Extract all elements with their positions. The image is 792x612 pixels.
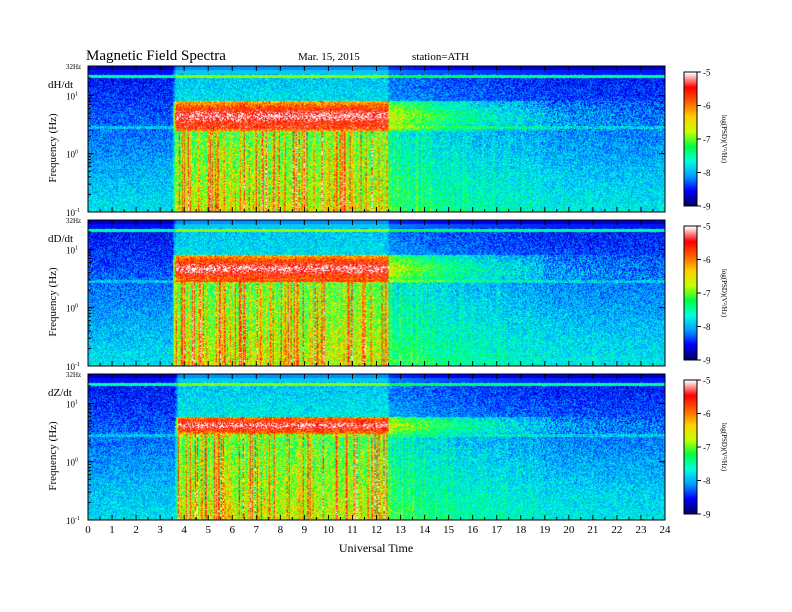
colorbar-gradient	[684, 226, 697, 360]
x-tick-label: 6	[230, 524, 236, 536]
colorbar-tick-label: -5	[703, 222, 711, 232]
x-tick-label: 14	[419, 524, 431, 536]
y-tick-label: 10-1	[66, 362, 80, 372]
x-tick-label: 4	[181, 524, 187, 536]
y-tick-label: 10-1	[66, 516, 80, 526]
y-axis-label: Frequency (Hz)	[47, 421, 59, 491]
y-tick-exponent: 1	[75, 399, 78, 405]
y-tick-exponent: 0	[75, 150, 78, 156]
x-tick-label: 5	[205, 524, 211, 536]
y-tick-label: 10-1	[66, 208, 80, 218]
component-label: dD/dt	[48, 233, 73, 245]
y-tick-exponent: 0	[75, 304, 78, 310]
colorbar-gradient	[684, 380, 697, 514]
spectrogram-image	[88, 66, 665, 212]
chart-title: Magnetic Field Spectra	[86, 48, 226, 64]
spectrogram-image	[88, 374, 665, 520]
colorbar-tick-label: -6	[703, 409, 711, 419]
colorbar-tick-label: -8	[703, 322, 711, 332]
colorbar-gradient	[684, 72, 697, 206]
y-tick-label: 100	[66, 304, 78, 314]
x-tick-label: 3	[157, 524, 163, 536]
x-tick-label: 9	[302, 524, 308, 536]
y-tick-exponent: -1	[75, 516, 80, 522]
x-tick-label: 8	[278, 524, 284, 536]
x-tick-label: 20	[563, 524, 575, 536]
y-axis-label: Frequency (Hz)	[47, 267, 59, 337]
x-tick-label: 23	[635, 524, 647, 536]
x-tick-label: 7	[254, 524, 260, 536]
colorbar-tick-label: -9	[703, 510, 711, 520]
y-tick-label: 101	[66, 399, 78, 409]
x-axis-label: Universal Time	[339, 541, 413, 555]
x-tick-label: 22	[611, 524, 622, 536]
y-tick-exponent: 0	[75, 458, 78, 464]
y-tick-exponent: -1	[75, 208, 80, 214]
y-tick-label: 101	[66, 91, 78, 101]
x-tick-label: 2	[133, 524, 139, 536]
x-tick-label: 15	[443, 524, 455, 536]
colorbar-tick-label: -8	[703, 476, 711, 486]
x-tick-label: 0	[85, 524, 91, 536]
x-tick-label: 11	[347, 524, 358, 536]
y-tick-label: 101	[66, 245, 78, 255]
colorbar-tick-label: -8	[703, 168, 711, 178]
y-tick-exponent: 1	[75, 91, 78, 97]
station-label: station=ATH	[412, 51, 469, 63]
x-tick-label: 21	[587, 524, 598, 536]
x-tick-label: 10	[323, 524, 335, 536]
x-tick-label: 17	[491, 524, 503, 536]
colorbar-label: log(PSD)(V²/Hz)	[720, 115, 728, 164]
x-tick-label: 24	[660, 524, 672, 536]
y-tick-exponent: -1	[75, 362, 80, 368]
top-frequency-label: 32Hz	[66, 217, 81, 225]
x-tick-label: 19	[539, 524, 551, 536]
colorbar-tick-label: -5	[703, 68, 711, 78]
colorbar-tick-label: -7	[703, 289, 711, 299]
colorbar-tick-label: -6	[703, 101, 711, 111]
x-tick-label: 1	[109, 524, 115, 536]
y-axis-label: Frequency (Hz)	[47, 113, 59, 183]
colorbar-tick-label: -6	[703, 255, 711, 265]
top-frequency-label: 32Hz	[66, 371, 81, 379]
y-tick-label: 100	[66, 150, 78, 160]
x-tick-label: 18	[515, 524, 527, 536]
component-label: dH/dt	[48, 79, 73, 91]
colorbar-tick-label: -7	[703, 135, 711, 145]
component-label: dZ/dt	[48, 387, 72, 399]
colorbar-tick-label: -9	[703, 202, 711, 212]
x-tick-label: 13	[395, 524, 407, 536]
x-tick-label: 16	[467, 524, 479, 536]
top-frequency-label: 32Hz	[66, 63, 81, 71]
colorbar-label: log(PSD)(V²/Hz)	[720, 269, 728, 318]
colorbar-tick-label: -9	[703, 356, 711, 366]
date-label: Mar. 15, 2015	[298, 51, 360, 63]
x-tick-label: 12	[371, 524, 382, 536]
colorbar-tick-label: -7	[703, 443, 711, 453]
y-tick-exponent: 1	[75, 245, 78, 251]
spectrogram-image	[88, 220, 665, 366]
y-tick-label: 100	[66, 458, 78, 468]
colorbar-tick-label: -5	[703, 376, 711, 386]
colorbar-label: log(PSD)(V²/Hz)	[720, 423, 728, 472]
